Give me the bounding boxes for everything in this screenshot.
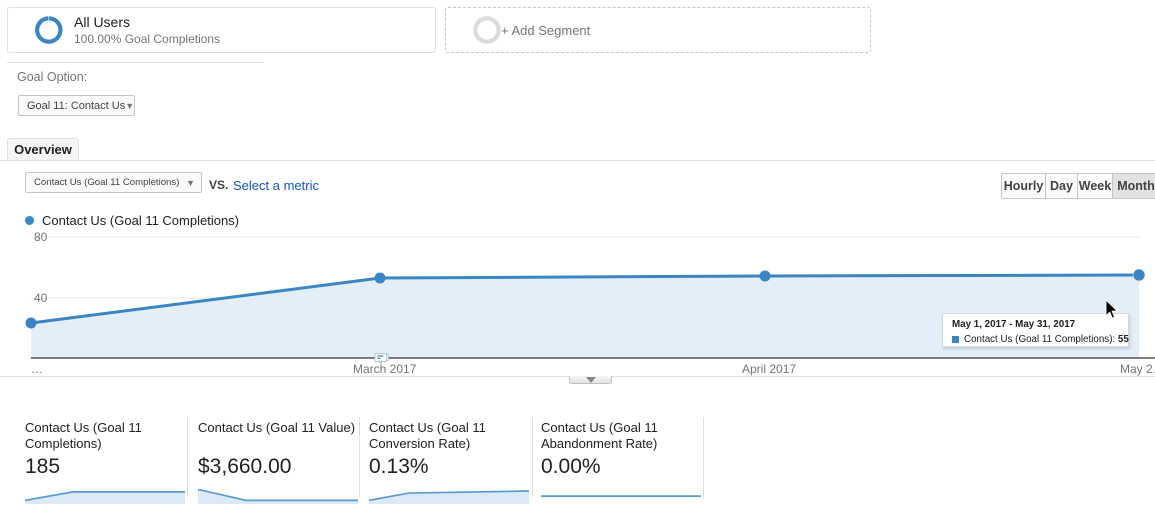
svg-text:40: 40 (34, 291, 48, 305)
svg-text:80: 80 (34, 232, 48, 244)
